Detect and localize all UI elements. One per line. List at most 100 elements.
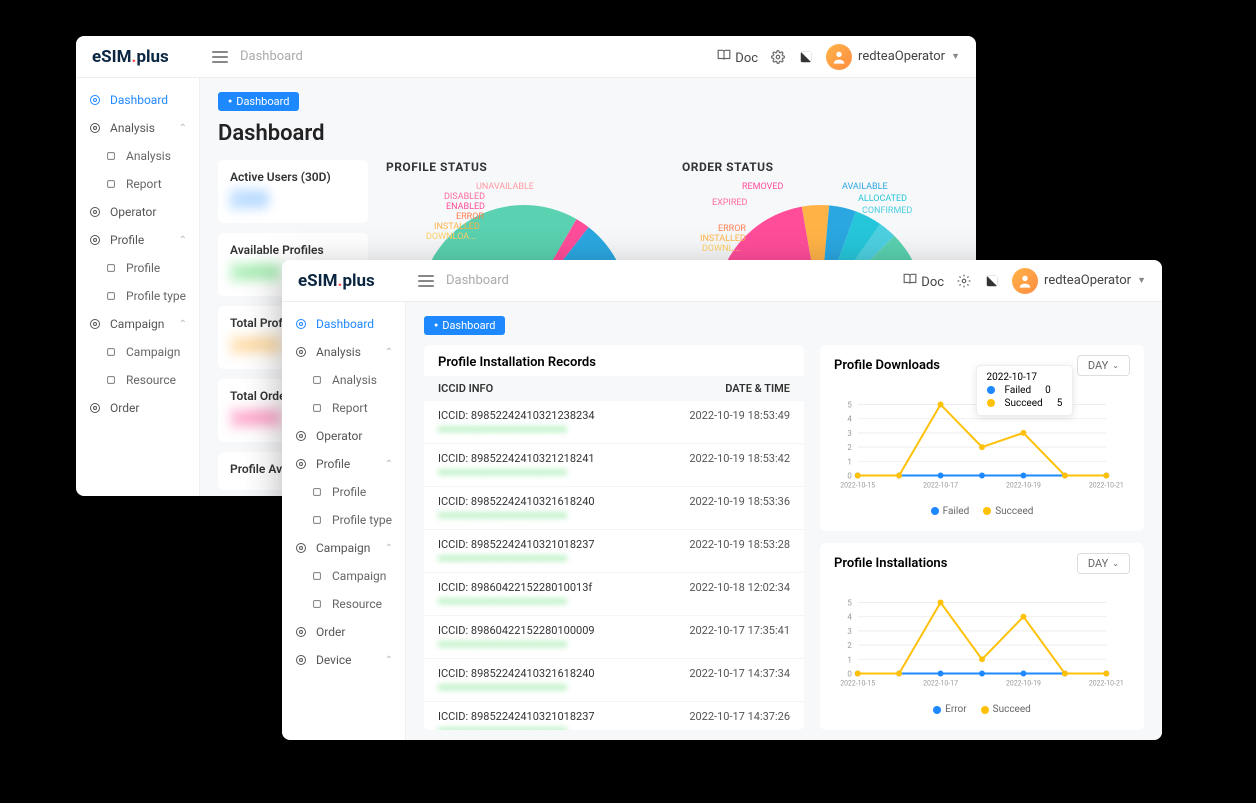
- day-selector[interactable]: DAY ⌄: [1077, 355, 1130, 376]
- sidebar-item-analysis[interactable]: Analysis: [282, 366, 405, 394]
- record-row[interactable]: ICCID: 89852242410321618240 xxxxxxxxxxxx…: [424, 659, 804, 702]
- record-row[interactable]: ICCID: 89860422152280100009 xxxxxxxxxxxx…: [424, 616, 804, 659]
- sidebar-item-campaign[interactable]: Campaign⌃: [282, 534, 405, 562]
- sidebar-item-campaign[interactable]: Campaign: [282, 562, 405, 590]
- record-row[interactable]: ICCID: 89852242410321018237 xxxxxxxxxxxx…: [424, 702, 804, 731]
- chevron-down-icon: ▼: [951, 51, 960, 62]
- breadcrumb-top: Dashboard: [240, 49, 303, 64]
- installations-chart-card: Profile Installations DAY ⌄ 0 1 2 3 4 52…: [820, 543, 1144, 730]
- svg-text:2022-10-17: 2022-10-17: [923, 680, 958, 688]
- sidebar-item-resource[interactable]: Resource: [76, 366, 199, 394]
- theme-toggle-icon[interactable]: [984, 273, 1000, 289]
- record-time: 2022-10-19 18:53:42: [689, 452, 790, 465]
- user-menu[interactable]: redteaOperator ▼: [826, 44, 960, 70]
- records-header: ICCID INFO DATE & TIME: [424, 376, 804, 401]
- sidebar-item-resource[interactable]: Resource: [282, 590, 405, 618]
- sidebar-item-label: Order: [110, 401, 139, 415]
- chart-title: Profile Downloads: [834, 358, 940, 373]
- sidebar-item-campaign[interactable]: Campaign: [76, 338, 199, 366]
- menu-toggle-icon[interactable]: [212, 51, 228, 63]
- pie-label: INSTALLED: [700, 234, 746, 244]
- chevron-up-icon: ⌃: [385, 347, 393, 358]
- record-time: 2022-10-17 17:35:41: [689, 624, 790, 637]
- sidebar-item-profile[interactable]: Profile⌃: [76, 226, 199, 254]
- sidebar-item-report[interactable]: Report: [76, 170, 199, 198]
- record-iccid: ICCID: 89852242410321018237: [438, 538, 595, 551]
- analysis-icon: [310, 373, 324, 387]
- line-chart: 0 1 2 3 4 52022-10-152022-10-172022-10-1…: [834, 578, 1130, 698]
- sidebar-item-dashboard[interactable]: Dashboard: [282, 310, 405, 338]
- record-row[interactable]: ICCID: 89852242410321018237 xxxxxxxxxxxx…: [424, 530, 804, 573]
- sidebar-item-operator[interactable]: Operator: [282, 422, 405, 450]
- sidebar-item-device[interactable]: Device⌃: [282, 646, 405, 674]
- gear-icon[interactable]: [770, 49, 786, 65]
- svg-text:3: 3: [847, 627, 851, 636]
- sidebar-item-analysis[interactable]: Analysis⌃: [76, 114, 199, 142]
- theme-toggle-icon[interactable]: [798, 49, 814, 65]
- record-time: 2022-10-18 12:02:34: [689, 581, 790, 594]
- sidebar-item-label: Analysis: [316, 345, 361, 359]
- stat-label: Available Profiles: [230, 243, 356, 257]
- breadcrumb-pill[interactable]: Dashboard: [218, 92, 299, 111]
- record-row[interactable]: ICCID: 89852242410321218241 xxxxxxxxxxxx…: [424, 444, 804, 487]
- record-sub-blurred: xxxxxxxxxxxxxxxxxxxxxxxxxx: [438, 510, 595, 521]
- record-iccid: ICCID: 89860422152280100009: [438, 624, 595, 637]
- sidebar-item-label: Operator: [316, 429, 362, 443]
- chevron-up-icon: ⌃: [385, 655, 393, 666]
- doc-link[interactable]: Doc: [902, 271, 944, 290]
- pie-label: REMOVED: [742, 182, 783, 192]
- svg-text:2: 2: [847, 443, 852, 452]
- gear-icon[interactable]: [956, 273, 972, 289]
- record-row[interactable]: ICCID: 89852242410321238234 xxxxxxxxxxxx…: [424, 401, 804, 444]
- pie-label: INSTALLED: [434, 222, 480, 232]
- sidebar-item-profile[interactable]: Profile⌃: [282, 450, 405, 478]
- pie-label: ALLOCATED: [858, 194, 907, 204]
- sidebar-item-label: Order: [316, 625, 345, 639]
- campaign-icon: [88, 317, 102, 331]
- sidebar-item-campaign[interactable]: Campaign⌃: [76, 310, 199, 338]
- menu-toggle-icon[interactable]: [418, 275, 434, 287]
- sidebar-item-label: Campaign: [316, 541, 370, 555]
- day-selector[interactable]: DAY ⌄: [1077, 553, 1130, 574]
- pie-label: DOWNLOA...: [426, 232, 476, 242]
- analysis-icon: [104, 149, 118, 163]
- record-row[interactable]: ICCID: 89852242410321618240 xxxxxxxxxxxx…: [424, 487, 804, 530]
- records-title: Profile Installation Records: [424, 345, 804, 376]
- sidebar-item-order[interactable]: Order: [76, 394, 199, 422]
- svg-text:1: 1: [847, 457, 851, 466]
- operator-icon: [88, 205, 102, 219]
- sidebar-item-label: Operator: [110, 205, 156, 219]
- user-menu[interactable]: redteaOperator ▼: [1012, 268, 1146, 294]
- chevron-up-icon: ⌃: [179, 319, 187, 330]
- resource-icon: [310, 597, 324, 611]
- sidebar: DashboardAnalysis⌃AnalysisReportOperator…: [282, 302, 406, 740]
- sidebar-item-label: Profile type: [332, 513, 392, 527]
- campaign-icon: [310, 569, 324, 583]
- records-list[interactable]: ICCID: 89852242410321238234 xxxxxxxxxxxx…: [424, 401, 804, 731]
- sidebar-item-order[interactable]: Order: [282, 618, 405, 646]
- sidebar-item-analysis[interactable]: Analysis: [76, 142, 199, 170]
- sidebar-item-dashboard[interactable]: Dashboard: [76, 86, 199, 114]
- sidebar-item-analysis[interactable]: Analysis ⌃: [282, 338, 405, 366]
- sidebar-item-label: Analysis: [126, 149, 171, 163]
- doc-link[interactable]: Doc: [716, 47, 758, 66]
- campaign-icon: [294, 541, 308, 555]
- sidebar-item-profile-type[interactable]: Profile type: [76, 282, 199, 310]
- svg-text:2022-10-15: 2022-10-15: [840, 680, 875, 688]
- order-icon: [88, 401, 102, 415]
- sidebar-item-profile[interactable]: Profile: [282, 478, 405, 506]
- sidebar-item-profile[interactable]: Profile: [76, 254, 199, 282]
- sidebar-item-report[interactable]: Report: [282, 394, 405, 422]
- sidebar-item-operator[interactable]: Operator: [76, 198, 199, 226]
- report-icon: [104, 177, 118, 191]
- order-icon: [294, 625, 308, 639]
- svg-text:2022-10-19: 2022-10-19: [1006, 680, 1041, 688]
- record-time: 2022-10-19 18:53:49: [689, 409, 790, 422]
- record-row[interactable]: ICCID: 8986042215228010013f xxxxxxxxxxxx…: [424, 573, 804, 616]
- sidebar-item-label: Resource: [126, 373, 176, 387]
- report-icon: [310, 401, 324, 415]
- sidebar-item-profile-type[interactable]: Profile type: [282, 506, 405, 534]
- breadcrumb-pill[interactable]: Dashboard: [424, 316, 505, 335]
- pie-label: ENABLED: [446, 202, 485, 212]
- stat-label: Active Users (30D): [230, 170, 356, 184]
